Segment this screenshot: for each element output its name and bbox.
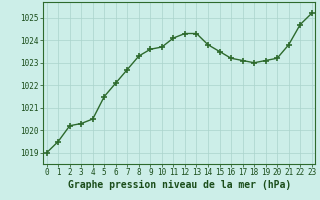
X-axis label: Graphe pression niveau de la mer (hPa): Graphe pression niveau de la mer (hPa) [68, 180, 291, 190]
